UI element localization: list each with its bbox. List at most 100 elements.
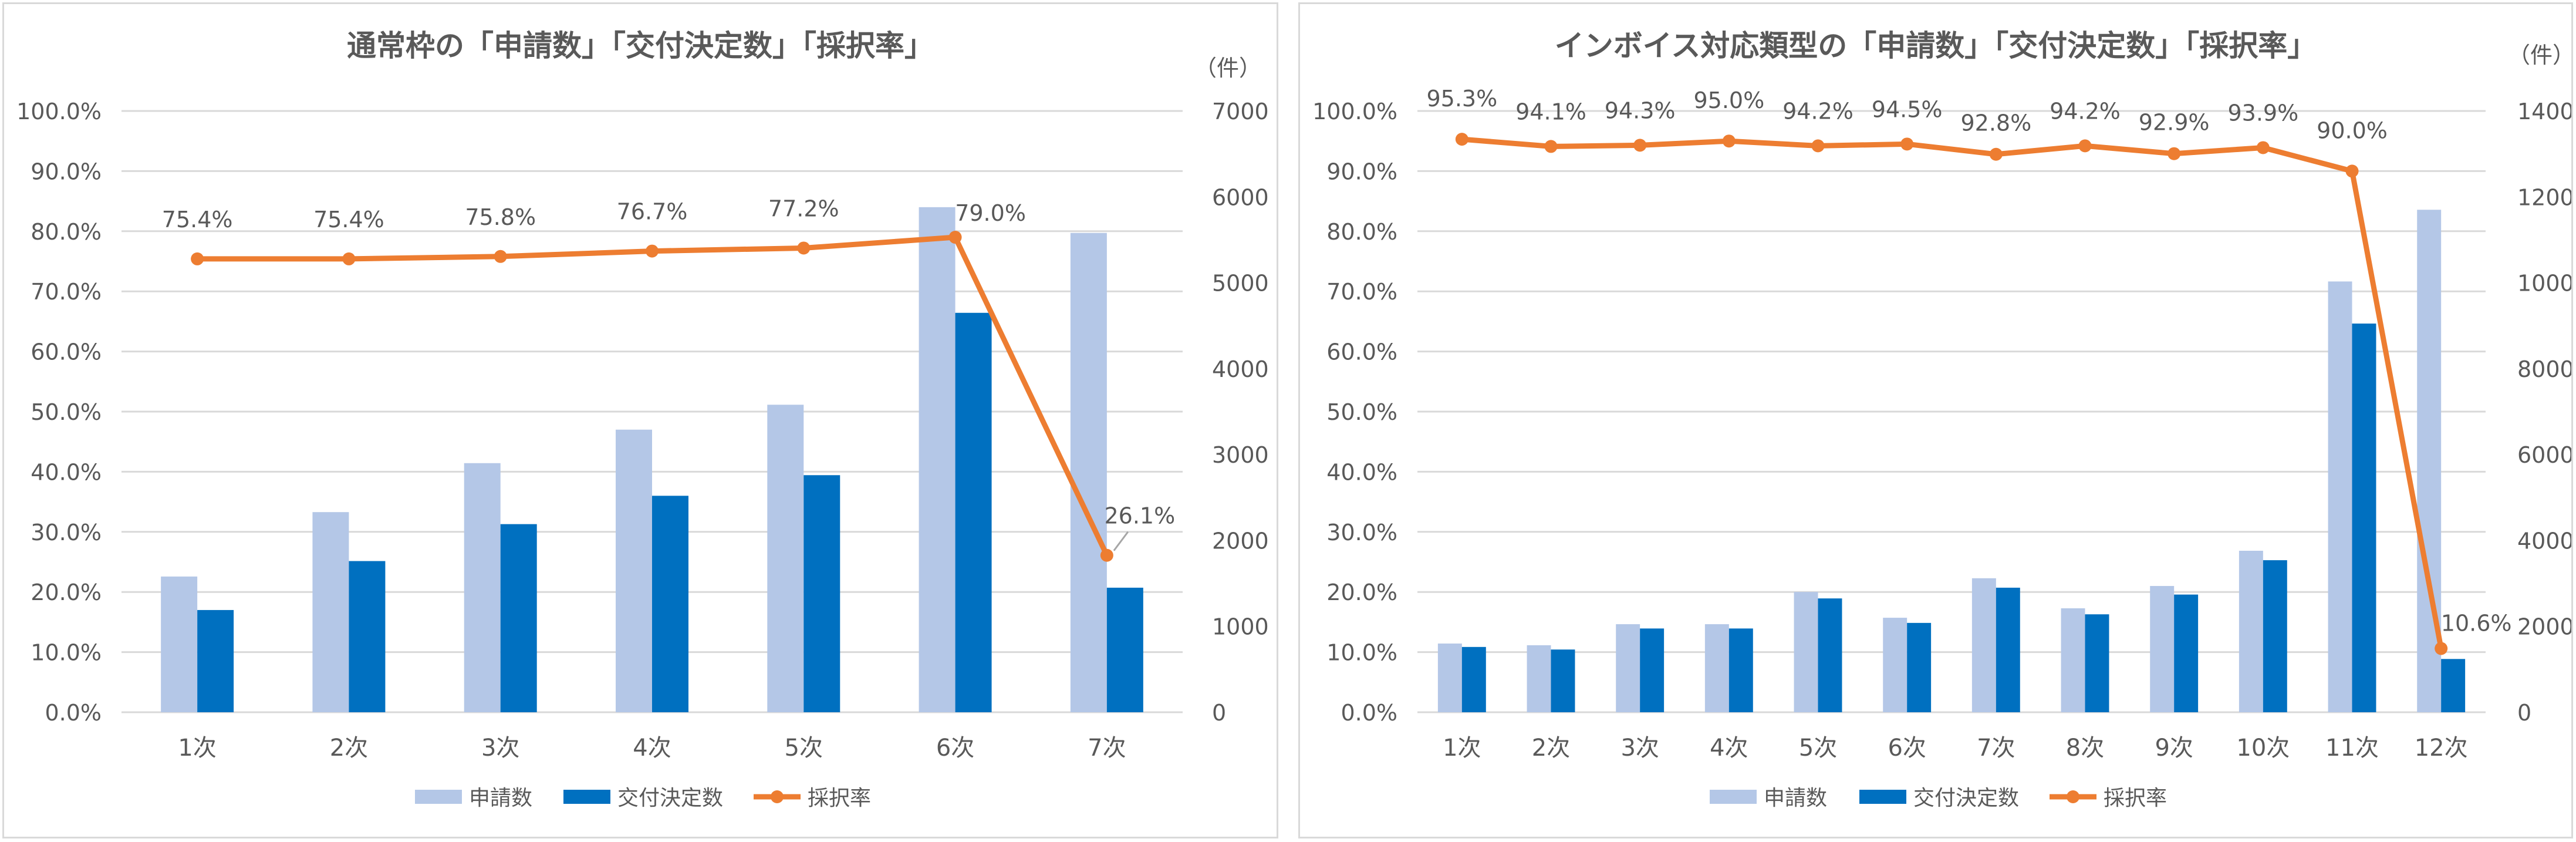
category-label: 3次	[481, 735, 519, 762]
data-label-leader	[1113, 531, 1129, 551]
right-axis-tick-label: 4000	[2517, 528, 2571, 554]
right-axis-unit: （件）	[1194, 55, 1261, 81]
bar-grants	[1818, 598, 1842, 712]
category-label: 4次	[1710, 735, 1748, 762]
point-acceptance-rate	[2168, 147, 2181, 160]
category-label: 1次	[1443, 735, 1481, 762]
left-axis-tick-label: 60.0%	[1326, 339, 1397, 365]
left-axis-tick-label: 50.0%	[1326, 399, 1397, 425]
bar-applications	[1883, 618, 1907, 712]
data-label-acceptance-rate: 94.2%	[2050, 98, 2121, 124]
category-label: 5次	[785, 735, 823, 762]
left-axis-tick-label: 90.0%	[1326, 159, 1397, 184]
legend-label-grants: 交付決定数	[617, 786, 723, 810]
point-acceptance-rate	[1455, 133, 1468, 146]
legend-swatch-grants	[1859, 790, 1906, 804]
data-label-acceptance-rate: 10.6%	[2441, 610, 2512, 636]
point-acceptance-rate	[1722, 134, 1736, 148]
category-label: 10次	[2236, 735, 2290, 762]
category-label: 8次	[2066, 735, 2104, 762]
chart-panel-regular: 通常枠の「申請数」「交付決定数」「採択率」 0.0% 10.0% 20.0% 30.0%…	[2, 2, 1278, 838]
legend-swatch-applications	[1710, 790, 1757, 804]
bar-applications	[1971, 578, 1996, 712]
right-axis-tick-label: 3000	[1212, 442, 1269, 468]
bar-grants	[349, 561, 386, 712]
left-axis-tick-label: 70.0%	[1326, 279, 1397, 305]
point-acceptance-rate	[948, 231, 962, 244]
category-label: 2次	[1532, 735, 1570, 762]
data-label-acceptance-rate: 93.9%	[2227, 100, 2298, 126]
bar-grants	[1640, 628, 1665, 712]
bar-grants	[2263, 560, 2287, 712]
category-label: 2次	[330, 735, 368, 762]
bar-applications	[2239, 550, 2263, 712]
legend-swatch-applications	[415, 790, 462, 804]
bar-grants	[2441, 659, 2466, 712]
point-acceptance-rate	[1811, 139, 1825, 153]
right-axis-tick-label: 1000	[1212, 614, 1269, 640]
bar-grants	[2085, 614, 2109, 712]
data-label-acceptance-rate: 77.2%	[768, 196, 839, 221]
bar-grants	[1996, 587, 2020, 712]
left-axis-tick-label: 0.0%	[1341, 700, 1397, 726]
right-axis-tick-label: 14000	[2517, 99, 2571, 124]
data-label-acceptance-rate: 95.3%	[1426, 86, 1497, 112]
category-label: 4次	[633, 735, 671, 762]
data-label-acceptance-rate: 94.2%	[1782, 98, 1853, 124]
left-axis-tick-label: 100.0%	[16, 99, 102, 124]
category-label: 7次	[1088, 735, 1126, 762]
left-axis-tick-label: 40.0%	[1326, 459, 1397, 485]
bar-applications	[1794, 592, 1818, 712]
data-label-acceptance-rate: 94.3%	[1605, 97, 1676, 123]
bar-grants	[803, 475, 840, 712]
legend-label-grants: 交付決定数	[1913, 786, 2019, 810]
left-axis-tick-label: 10.0%	[1326, 640, 1397, 666]
right-axis-tick-label: 6000	[1212, 184, 1269, 210]
right-axis-tick-label: 8000	[2517, 356, 2571, 382]
point-acceptance-rate	[494, 250, 507, 263]
data-label-acceptance-rate: 94.1%	[1515, 99, 1586, 124]
bar-applications	[1437, 643, 1462, 712]
right-axis-tick-label: 2000	[2517, 614, 2571, 640]
right-axis-tick-label: 12000	[2517, 184, 2571, 210]
legend-marker-rate	[771, 790, 784, 803]
legend-label-applications: 申請数	[469, 786, 532, 810]
left-axis-tick-label: 90.0%	[31, 159, 102, 184]
bar-applications	[2328, 281, 2352, 712]
category-label: 9次	[2155, 735, 2193, 762]
bar-applications	[1070, 233, 1107, 712]
left-axis-tick-label: 10.0%	[31, 640, 102, 666]
point-acceptance-rate	[2078, 139, 2092, 153]
bar-applications	[464, 463, 501, 712]
category-label: 6次	[1888, 735, 1926, 762]
legend-label-rate: 採択率	[808, 786, 871, 810]
right-axis-tick-label: 0	[1212, 700, 1226, 726]
right-axis-tick-label: 0	[2517, 700, 2531, 726]
data-label-acceptance-rate: 95.0%	[1693, 87, 1764, 113]
point-acceptance-rate	[2256, 141, 2270, 154]
left-axis-tick-label: 100.0%	[1312, 99, 1397, 124]
bar-grants	[197, 609, 234, 712]
right-axis-tick-label: 2000	[1212, 528, 1269, 554]
category-label: 6次	[936, 735, 974, 762]
legend: 申請数 交付決定数 採択率	[1710, 786, 2167, 810]
category-label: 12次	[2415, 735, 2468, 762]
left-axis-tick-label: 70.0%	[31, 279, 102, 305]
data-label-acceptance-rate: 92.8%	[1960, 110, 2031, 136]
data-label-acceptance-rate: 92.9%	[2139, 110, 2210, 136]
bar-applications	[919, 207, 956, 713]
bar-grants	[652, 496, 688, 712]
legend: 申請数 交付決定数 採択率	[415, 786, 871, 810]
left-axis-tick-label: 50.0%	[31, 399, 102, 425]
category-label: 1次	[178, 735, 216, 762]
bar-grants	[1461, 646, 1486, 712]
left-axis-tick-label: 80.0%	[1326, 219, 1397, 245]
left-axis-tick-label: 0.0%	[45, 700, 102, 726]
right-axis-tick-label: 4000	[1212, 356, 1269, 382]
bar-applications	[312, 512, 349, 712]
data-label-acceptance-rate: 75.4%	[313, 207, 384, 233]
point-acceptance-rate	[1900, 137, 1914, 151]
category-label: 5次	[1799, 735, 1837, 762]
left-axis-tick-label: 80.0%	[31, 219, 102, 245]
